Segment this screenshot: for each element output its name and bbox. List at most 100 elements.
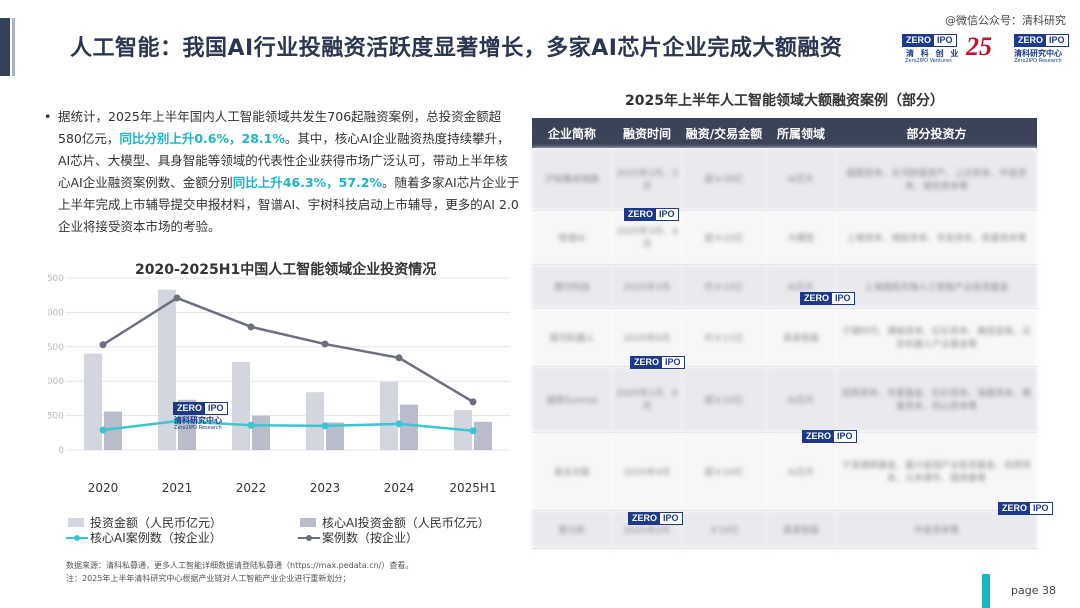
header-investors: 部分投资方: [836, 118, 1037, 148]
series-line-1: [102, 296, 474, 403]
bar-1: [326, 422, 344, 450]
table-watermark-logo: ZERO IPO: [800, 292, 855, 305]
page-number: page 38: [1011, 584, 1056, 597]
bar-0: [380, 381, 398, 450]
header-amount: 融资/交易金额: [682, 118, 766, 148]
legend-swatch-core-cases: [66, 535, 88, 541]
qingke-research-label: 清科研究中心: [1014, 49, 1062, 58]
table-cell: 招商资本、华夏基金、红杉资本、海盛资本、赛富资本、钧山资本等: [836, 366, 1037, 433]
summary-highlight-2: 同比上升46.3%，57.2%: [232, 175, 382, 190]
table-cell: 具身智能: [766, 308, 836, 367]
table-cell: 超￥30亿: [682, 148, 766, 211]
table-cell: 超￥22亿: [682, 210, 766, 265]
bar-1: [252, 415, 270, 450]
x-tick-label: 2022: [236, 481, 267, 495]
table-cell: 2025年3月: [612, 264, 682, 309]
series-point-1: [321, 340, 329, 348]
header-company: 企业简称: [532, 118, 612, 148]
title-accent-bar: [0, 18, 10, 76]
table-watermark-logo: ZERO IPO: [998, 502, 1053, 515]
table-cell: 星云光联: [532, 432, 612, 511]
page-title: 人工智能：我国AI行业投融资活跃度显著增长，多家AI芯片企业完成大额融资: [70, 36, 843, 61]
legend-swatch-core-investment: [300, 518, 316, 527]
table-row: 银河机器人 2025年6月 约￥11亿 具身智能 宁德时代、博裕资本、红杉资本、美团龙珠…: [532, 308, 1037, 367]
y-tick-label: 2,000: [48, 308, 64, 318]
y-tick-label: 2,500: [48, 274, 64, 284]
zero2ipo-watermark-logo: ZERO IPO: [173, 402, 228, 415]
legend-core-cases: 核心AI案例数（按企业）: [90, 531, 222, 545]
table-cell: 具身智能: [766, 510, 836, 549]
summary-text-2: 。其中，核心AI企业融资热度持续攀升，AI芯片、大模型、具身智能等领域的代表性企…: [58, 131, 510, 190]
table-cell: 宁德时代、博裕资本、红杉资本、美团龙珠、北京机器人产业基金等: [836, 308, 1037, 367]
table-cell: 约￥11亿: [682, 308, 766, 367]
zero2ipo-research-logo: ZERO IPO: [1014, 34, 1069, 47]
bar-0: [306, 392, 324, 450]
summary-text-1: 据统计，2025年上半年国内人工智能领域共发生706起融资案例，总投资金额超58…: [58, 109, 502, 146]
table-cell: AI芯片: [766, 148, 836, 211]
y-tick-label: 0: [58, 446, 64, 456]
legend-swatch-investment: [68, 518, 84, 527]
series-line-0: [102, 419, 474, 432]
table-row: 燧原Sunrise 2025年1月、6月 超￥10亿 AI芯片 招商资本、华夏基金、红杉…: [532, 366, 1037, 433]
series-point-1: [99, 341, 107, 349]
legend-investment: 投资金额（人民币亿元）: [90, 516, 223, 530]
table-cell: 约￥15亿: [682, 264, 766, 309]
x-tick-label: 2021: [162, 481, 193, 495]
series-point-1: [247, 323, 255, 331]
table-cell: AI芯片: [766, 432, 836, 511]
bar-0: [158, 289, 176, 450]
series-point-0: [321, 422, 329, 430]
x-tick-label: 2020: [88, 481, 119, 495]
table-watermark-logo: ZERO IPO: [802, 430, 857, 443]
table-title: 2025年上半年人工智能领域大额融资案例（部分）: [625, 93, 944, 109]
note-line: 注：2025年上半年清科研究中心根据产业链对人工智能产业企业进行重新划分；: [66, 574, 351, 583]
y-tick-label: 1,000: [48, 377, 64, 387]
chart-title: 2020-2025H1中国人工智能领域企业投资情况: [135, 262, 437, 278]
table-cell: 银河机器人: [532, 308, 612, 367]
data-source-note: 数据来源：清科私募通，更多人工智能详细数据请登陆私募通（https://max.…: [66, 559, 413, 585]
series-point-0: [173, 417, 181, 425]
series-point-0: [469, 427, 477, 435]
table-cell: 摩尔科技: [532, 264, 612, 309]
bar-1: [104, 411, 122, 450]
chart-watermark-en: Zero2IPO Research: [174, 425, 222, 431]
table-cell: 燧原Sunrise: [532, 366, 612, 433]
summary-highlight-1: 同比分别上升0.6%，28.1%: [119, 131, 285, 146]
y-tick-label: 1,500: [48, 343, 64, 353]
table-cell: AI芯片: [766, 366, 836, 433]
bar-1: [474, 421, 492, 450]
x-tick-label: 2023: [310, 481, 341, 495]
summary-text-3: 。随着多家AI芯片企业于上半年完成上市辅导提交申报材料，智谱AI、宇树科技启动上…: [58, 175, 520, 234]
header-field: 所属领域: [766, 118, 836, 148]
chart-watermark-label: 清科研究中心: [174, 416, 222, 425]
qingke-ventures-en: Zero2IPO Ventures: [905, 58, 952, 64]
legend-swatch-cases: [298, 535, 320, 541]
x-tick-label: 2025H1: [449, 481, 496, 495]
table-watermark-logo: ZERO IPO: [628, 512, 683, 525]
legend-cases: 案例数（按企业）: [322, 531, 419, 545]
series-point-0: [99, 426, 107, 434]
page-accent-bar: [982, 574, 990, 608]
header-date: 融资时间: [612, 118, 682, 148]
table-cell: 2025年4月: [612, 432, 682, 511]
bullet-dot: •: [44, 109, 52, 124]
y-tick-label: 500: [48, 412, 64, 422]
table-row: 智元机 2025年2月 ￥10亿 具身智能 中金资本等: [532, 510, 1037, 549]
watermark: @微信公众号：清科研究: [945, 14, 1066, 27]
table-cell: 超￥10亿: [682, 366, 766, 433]
table-row: 摩尔科技 2025年3月 约￥15亿 AI芯片 上海国投先锋人工智能产业投资基金: [532, 264, 1037, 309]
table-cell: 2025年1月、3月: [612, 148, 682, 211]
x-tick-label: 2024: [384, 481, 415, 495]
qingke-research-en: Zero2IPO Research: [1014, 58, 1062, 64]
financing-cases-table: 企业简称 融资时间 融资/交易金额 所属领域 部分投资方 沪硅集成电路 2025年…: [532, 118, 1037, 549]
table-cell: 沪硅集成电路: [532, 148, 612, 211]
series-point-1: [469, 398, 477, 406]
table-watermark-logo: ZERO IPO: [624, 208, 679, 221]
table-cell: 中金资本等: [836, 510, 1037, 549]
table-cell: 2025年1月、6月: [612, 366, 682, 433]
series-point-1: [173, 294, 181, 302]
table-cell: ￥10亿: [682, 510, 766, 549]
table-cell: 超图资本、长鸿财富资产、上达资本、中金资本、普利资本等: [836, 148, 1037, 211]
table-row: 沪硅集成电路 2025年1月、3月 超￥30亿 AI芯片 超图资本、长鸿财富资产、上达资…: [532, 148, 1037, 211]
table-row: 智谱AI 2025年3月、4月 超￥22亿 大模型 上城资本、城投资本、华发资本、凯基资…: [532, 210, 1037, 265]
